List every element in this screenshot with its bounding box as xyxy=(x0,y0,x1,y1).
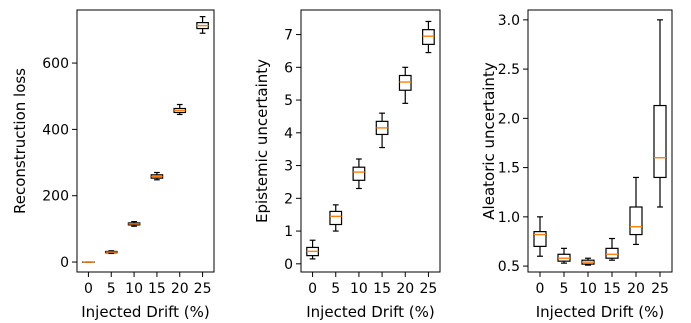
box-iqr xyxy=(422,29,435,45)
x-tick-label: 0 xyxy=(84,281,93,297)
y-tick-label: 200 xyxy=(42,189,69,205)
box-25 xyxy=(653,19,667,208)
box-20 xyxy=(629,176,643,246)
x-tick-label: 25 xyxy=(194,281,212,297)
y-tick-label: 0.5 xyxy=(498,259,520,275)
y-tick-label: 4 xyxy=(284,126,293,142)
x-tick-label: 10 xyxy=(350,281,368,297)
y-tick-label: 0 xyxy=(284,257,293,273)
box-iqr xyxy=(352,166,366,181)
axes-frame xyxy=(527,9,673,273)
box-10 xyxy=(127,220,141,227)
y-tick-label: 6 xyxy=(284,60,293,76)
box-20 xyxy=(398,66,412,104)
box-iqr xyxy=(329,210,343,226)
x-tick-label: 10 xyxy=(125,281,143,297)
box-iqr xyxy=(629,206,643,236)
x-axis-label: Injected Drift (%) xyxy=(536,303,664,321)
x-axis-label: Injected Drift (%) xyxy=(81,303,209,321)
x-tick-label: 0 xyxy=(536,281,545,297)
x-tick-label: 5 xyxy=(560,281,569,297)
x-tick-label: 15 xyxy=(603,281,621,297)
y-axis-label: Reconstruction loss xyxy=(11,68,29,214)
y-tick-label: 2 xyxy=(284,191,293,207)
box-5 xyxy=(104,250,118,255)
box-10 xyxy=(581,257,595,266)
box-iqr xyxy=(605,247,619,259)
x-tick-label: 10 xyxy=(579,281,597,297)
axes-frame xyxy=(300,9,441,273)
x-tick-label: 15 xyxy=(373,281,391,297)
x-tick-label: 25 xyxy=(420,281,438,297)
box-iqr xyxy=(398,74,412,91)
box-0 xyxy=(306,239,319,260)
y-tick-label: 1 xyxy=(284,224,293,240)
y-tick-label: 5 xyxy=(284,93,293,109)
x-tick-label: 15 xyxy=(148,281,166,297)
x-tick-label: 5 xyxy=(331,281,340,297)
box-10 xyxy=(352,158,366,190)
x-tick-label: 5 xyxy=(107,281,116,297)
box-20 xyxy=(173,103,187,116)
y-tick-label: 600 xyxy=(42,56,69,72)
y-axis-label: Epistemic uncertainty xyxy=(253,59,271,223)
box-0 xyxy=(533,216,547,257)
x-tick-label: 25 xyxy=(651,281,669,297)
box-15 xyxy=(150,171,164,181)
box-5 xyxy=(557,247,571,264)
x-tick-label: 20 xyxy=(171,281,189,297)
y-tick-label: 3.0 xyxy=(498,13,520,29)
box-15 xyxy=(375,112,389,149)
box-iqr xyxy=(653,104,667,179)
box-25 xyxy=(196,16,209,34)
x-tick-label: 20 xyxy=(396,281,414,297)
y-tick-label: 3 xyxy=(284,159,293,175)
box-25 xyxy=(422,20,435,54)
y-tick-label: 7 xyxy=(284,28,293,44)
y-tick-label: 0 xyxy=(60,255,69,271)
box-iqr xyxy=(533,231,547,247)
box-5 xyxy=(329,204,343,232)
y-tick-label: 400 xyxy=(42,122,69,138)
panel-3: 0.5 1.0 1.5 2.0 2.5 3.0 0 5 10 15 20 25 Injected Dri… xyxy=(480,9,673,321)
y-tick-label: 1.5 xyxy=(498,161,520,177)
x-tick-label: 0 xyxy=(308,281,317,297)
x-tick-label: 20 xyxy=(627,281,645,297)
box-15 xyxy=(605,237,619,261)
y-tick-label: 2.0 xyxy=(498,111,520,127)
y-axis-label: Aleatoric uncertainty xyxy=(480,62,498,220)
y-tick-label: 1.0 xyxy=(498,210,520,226)
y-tick-label: 2.5 xyxy=(498,62,520,78)
axes-frame xyxy=(76,9,215,273)
x-axis-label: Injected Drift (%) xyxy=(306,303,434,321)
